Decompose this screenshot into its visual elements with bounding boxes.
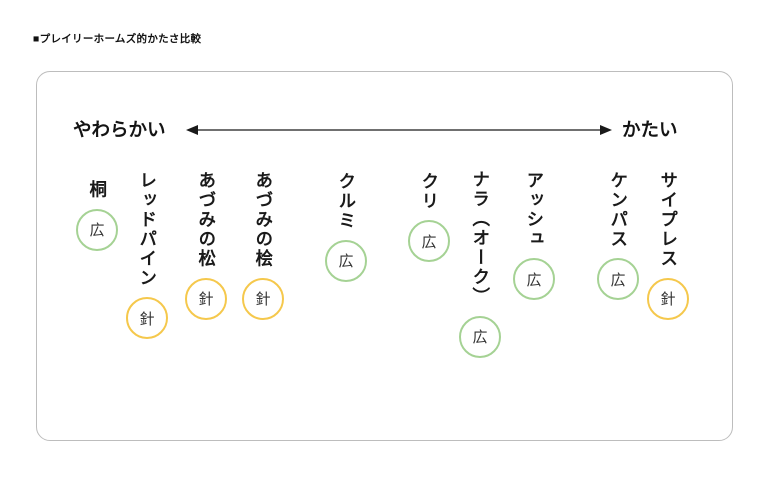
arrowhead-left-icon	[186, 125, 198, 135]
wood-name: クリ	[419, 172, 440, 211]
category-badge: 針	[185, 277, 227, 320]
wood-name: あづみの桧	[253, 171, 274, 269]
category-badge: 広	[325, 239, 367, 282]
category-badge: 広	[408, 220, 450, 262]
axis-label-hard: かたい	[622, 119, 678, 140]
wood-item: クリ 広	[399, 172, 459, 262]
wood-item: ケンパス 広	[588, 171, 648, 300]
wood-item: ナラ（オーク） 広	[450, 170, 510, 358]
category-badge: 針	[647, 277, 689, 320]
wood-name: ケンパス	[608, 171, 629, 249]
category-badge: 広	[76, 208, 118, 251]
axis-label-soft: やわらかい	[73, 119, 166, 140]
wood-name: レッドパイン	[137, 171, 158, 288]
wood-name: 桐	[87, 180, 108, 200]
arrowhead-right-icon	[600, 125, 612, 135]
category-badge: 広	[459, 315, 501, 358]
category-badge: 広	[513, 258, 555, 300]
wood-item: 桐 広	[67, 180, 127, 251]
wood-name: あづみの松	[196, 171, 217, 269]
wood-item: サイプレス 針	[638, 171, 698, 320]
wood-item: クルミ 広	[316, 172, 376, 282]
category-badge: 広	[597, 258, 639, 300]
wood-name: ナラ（オーク）	[470, 170, 491, 307]
wood-item: あづみの桧 針	[233, 171, 293, 320]
category-badge: 針	[242, 277, 284, 320]
wood-item: レッドパイン 針	[117, 171, 177, 339]
comparison-box	[36, 71, 733, 441]
hardness-axis-arrow	[186, 125, 612, 135]
category-badge: 針	[126, 297, 168, 339]
wood-name: アッシュ	[524, 171, 545, 249]
wood-name: サイプレス	[658, 171, 679, 269]
wood-name: クルミ	[336, 172, 357, 231]
wood-item: あづみの松 針	[176, 171, 236, 320]
page-title: ■プレイリーホームズ的かたさ比較	[33, 33, 202, 45]
wood-item: アッシュ 広	[504, 171, 564, 300]
